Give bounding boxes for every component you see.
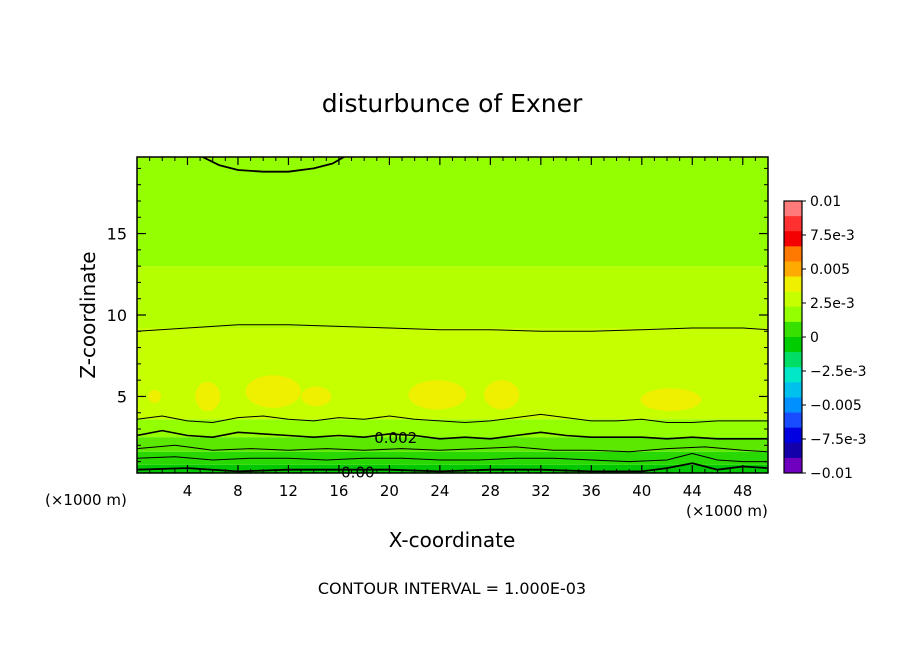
x-tick-label-20: 20 (380, 482, 399, 500)
x-tick-label-16: 16 (329, 482, 348, 500)
y-axis-ticks: 5 10 15 (107, 167, 768, 463)
plot-area (137, 157, 768, 473)
y-tick-label-15: 15 (107, 225, 127, 244)
colorbar-swatch-11 (784, 367, 802, 383)
x-tick-label-12: 12 (279, 482, 298, 500)
patch-4 (484, 380, 520, 410)
colorbar-label-6: −0.005 (810, 398, 862, 414)
colorbar (783, 200, 803, 474)
x-tick-label-8: 8 (233, 482, 243, 500)
colorbar-label-4: 0 (810, 330, 819, 346)
contour-c-0.0025 (137, 429, 768, 440)
colorbar-swatch-9 (784, 337, 802, 353)
colorbar-swatch-5 (784, 276, 802, 292)
band-2 (137, 437, 768, 452)
x-axis-label: X-coordinate (389, 528, 516, 552)
x-tick-label-24: 24 (430, 482, 449, 500)
colorbar-swatch-1 (784, 216, 802, 232)
colorbar-label-7: −7.5e-3 (810, 432, 867, 448)
colorbar-label-2: 0.005 (810, 262, 850, 278)
colorbar-labels: 0.01 7.5e-3 0.005 2.5e-3 0 −2.5e-3 −0.005 −7.5e… (802, 194, 867, 482)
colorbar-swatch-0 (784, 201, 802, 217)
colorbar-swatch-12 (784, 382, 802, 398)
x-unit-right: (×1000 m) (686, 502, 768, 520)
colorbar-label-1: 7.5e-3 (810, 228, 855, 244)
x-tick-label-44: 44 (683, 482, 702, 500)
patch-3 (408, 380, 467, 410)
contour-c-top (202, 157, 345, 173)
patch-5 (640, 388, 702, 412)
chart-title: disturbunce of Exner (322, 89, 583, 118)
high-value-patches (148, 375, 702, 412)
colorbar-swatch-16 (784, 442, 802, 459)
colorbar-swatch-8 (784, 321, 802, 338)
x-tick-label-36: 36 (582, 482, 601, 500)
colorbar-swatch-2 (784, 231, 802, 247)
colorbar-swatch-15 (784, 427, 802, 444)
y-tick-label-5: 5 (117, 387, 127, 406)
colorbar-swatch-6 (784, 291, 802, 308)
contour-c-0.0015 (137, 444, 768, 453)
x-axis-ticks: 4 8 12 16 20 24 28 32 36 40 44 48 (149, 157, 756, 500)
patch-2 (301, 386, 332, 407)
colorbar-swatch-10 (784, 352, 802, 368)
filled-bands (137, 157, 768, 473)
x-tick-label-32: 32 (531, 482, 550, 500)
x-tick-label-4: 4 (183, 482, 193, 500)
band-6 (137, 157, 768, 267)
contour-interval-note: CONTOUR INTERVAL = 1.000E-03 (318, 579, 586, 598)
band-5 (137, 266, 768, 329)
contour-c-0.003 (137, 413, 768, 423)
patch-0 (195, 381, 221, 412)
colorbar-label-5: −2.5e-3 (810, 364, 867, 380)
patch-1 (245, 375, 302, 408)
colorbar-swatch-7 (784, 306, 802, 323)
colorbar-label-0: 0.01 (810, 194, 841, 210)
contour-c-0.001 (137, 453, 768, 463)
x-tick-label-40: 40 (632, 482, 651, 500)
y-tick-label-10: 10 (107, 306, 127, 325)
colorbar-swatch-3 (784, 246, 802, 262)
patch-6 (148, 389, 161, 403)
band-3 (137, 419, 768, 438)
colorbar-swatch-14 (784, 412, 802, 428)
colorbar-label-8: −0.01 (810, 466, 853, 482)
x-tick-label-48: 48 (733, 482, 752, 500)
colorbar-swatch-4 (784, 261, 802, 277)
colorbar-label-3: 2.5e-3 (810, 296, 855, 312)
x-tick-label-28: 28 (481, 482, 500, 500)
band-1 (137, 451, 768, 465)
x-unit-left: (×1000 m) (45, 491, 127, 509)
colorbar-swatch-17 (784, 457, 802, 474)
contour-label-0: 0.002 (374, 429, 417, 447)
colorbar-swatch-13 (784, 397, 802, 413)
band-0 (137, 464, 768, 473)
y-axis-label: Z-coordinate (76, 251, 100, 378)
contour-c-0.004 (137, 324, 768, 332)
